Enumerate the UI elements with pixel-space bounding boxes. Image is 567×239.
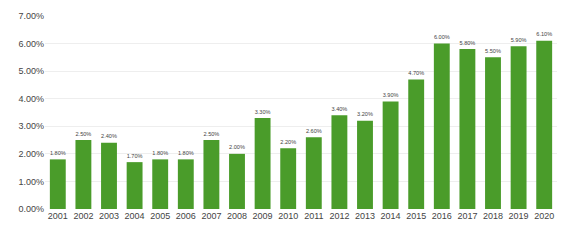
svg-text:2020: 2020 — [534, 211, 554, 221]
svg-text:3.40%: 3.40% — [331, 106, 347, 112]
svg-text:2010: 2010 — [278, 211, 298, 221]
svg-text:2.40%: 2.40% — [101, 133, 117, 139]
svg-text:5.50%: 5.50% — [485, 48, 501, 54]
svg-text:2016: 2016 — [432, 211, 452, 221]
svg-text:2007: 2007 — [201, 211, 221, 221]
svg-text:2.00%: 2.00% — [229, 144, 245, 150]
svg-text:2.00%: 2.00% — [18, 149, 44, 159]
svg-text:5.00%: 5.00% — [18, 66, 44, 76]
svg-text:2011: 2011 — [304, 211, 323, 221]
svg-text:2017: 2017 — [457, 211, 477, 221]
svg-text:3.00%: 3.00% — [18, 121, 44, 131]
svg-text:2.20%: 2.20% — [280, 139, 296, 145]
svg-text:2002: 2002 — [73, 211, 93, 221]
svg-text:7.00%: 7.00% — [18, 11, 44, 21]
svg-text:2.50%: 2.50% — [75, 131, 91, 137]
svg-text:4.00%: 4.00% — [18, 94, 44, 104]
svg-text:6.00%: 6.00% — [434, 34, 450, 40]
svg-text:3.20%: 3.20% — [357, 111, 373, 117]
svg-text:6.00%: 6.00% — [18, 39, 44, 49]
svg-text:2006: 2006 — [176, 211, 196, 221]
svg-text:4.70%: 4.70% — [408, 70, 424, 76]
svg-text:2003: 2003 — [99, 211, 119, 221]
svg-text:2004: 2004 — [125, 211, 145, 221]
svg-text:2012: 2012 — [329, 211, 349, 221]
svg-text:2013: 2013 — [355, 211, 375, 221]
svg-text:2019: 2019 — [509, 211, 529, 221]
svg-text:1.80%: 1.80% — [152, 150, 168, 156]
svg-text:2005: 2005 — [150, 211, 170, 221]
svg-text:2001: 2001 — [48, 211, 68, 221]
svg-text:2.50%: 2.50% — [203, 131, 219, 137]
svg-text:1.00%: 1.00% — [18, 177, 44, 187]
svg-text:2.60%: 2.60% — [306, 128, 322, 134]
svg-text:2015: 2015 — [406, 211, 426, 221]
svg-text:0.00%: 0.00% — [18, 204, 44, 214]
svg-text:2014: 2014 — [381, 211, 401, 221]
svg-text:2009: 2009 — [253, 211, 273, 221]
svg-text:5.80%: 5.80% — [459, 40, 475, 46]
svg-text:2018: 2018 — [483, 211, 503, 221]
svg-text:1.80%: 1.80% — [50, 150, 66, 156]
svg-text:5.90%: 5.90% — [511, 37, 527, 43]
svg-text:3.30%: 3.30% — [255, 109, 271, 115]
svg-text:6.10%: 6.10% — [536, 31, 552, 37]
svg-text:1.70%: 1.70% — [127, 153, 143, 159]
svg-text:2008: 2008 — [227, 211, 247, 221]
svg-text:3.90%: 3.90% — [383, 92, 399, 98]
svg-text:1.80%: 1.80% — [178, 150, 194, 156]
